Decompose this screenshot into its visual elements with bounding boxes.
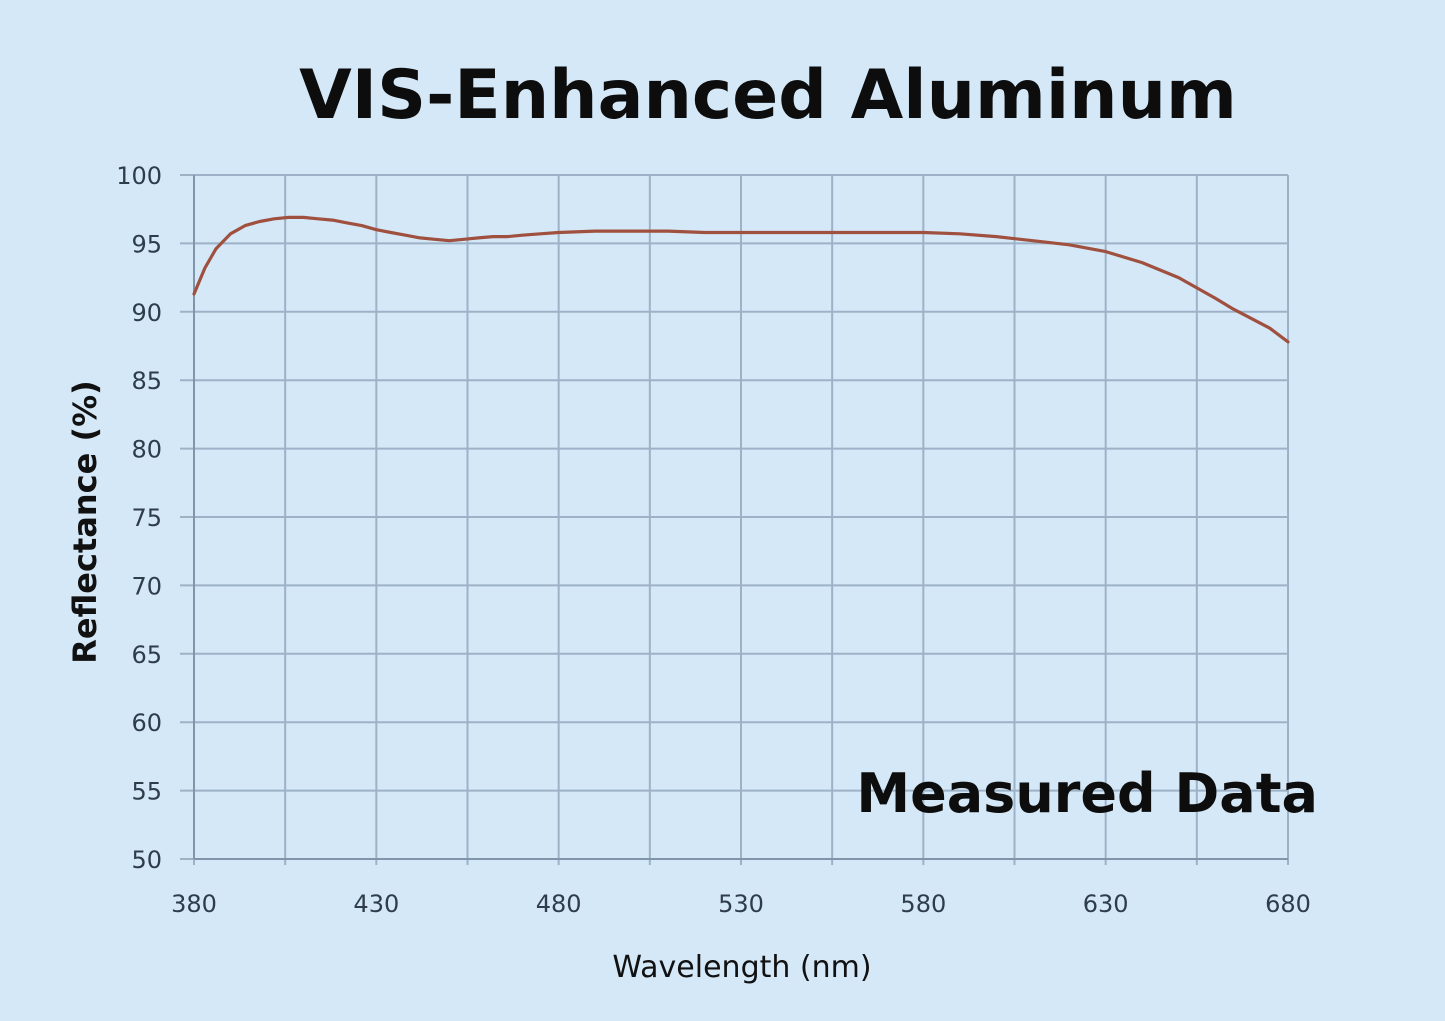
x-tick-label-580: 580 <box>900 890 946 918</box>
y-tick-label-85: 85 <box>131 367 162 395</box>
y-tick-label-90: 90 <box>131 299 162 327</box>
measured-data-annotation: Measured Data <box>856 762 1318 825</box>
x-tick-label-380: 380 <box>171 890 217 918</box>
y-tick-label-55: 55 <box>131 778 162 806</box>
y-tick-label-50: 50 <box>131 846 162 874</box>
y-tick-label-95: 95 <box>131 230 162 258</box>
x-tick-labels: 380 430 480 530 580 630 680 <box>171 890 1311 918</box>
y-tick-label-80: 80 <box>131 436 162 464</box>
y-tick-label-75: 75 <box>131 504 162 532</box>
y-tick-label-100: 100 <box>116 162 162 190</box>
chart-title: VIS-Enhanced Aluminum <box>299 56 1237 135</box>
series-line-0 <box>192 215 1290 344</box>
y-tick-labels: 50 55 60 65 70 75 80 85 90 95 100 <box>116 162 162 874</box>
series-group <box>192 215 1290 344</box>
x-tick-label-630: 630 <box>1083 890 1129 918</box>
x-tick-label-680: 680 <box>1265 890 1311 918</box>
x-axis-label: Wavelength (nm) <box>612 950 871 985</box>
y-tick-label-65: 65 <box>131 641 162 669</box>
x-tick-label-530: 530 <box>718 890 764 918</box>
x-tick-label-480: 480 <box>536 890 582 918</box>
y-tick-label-60: 60 <box>131 709 162 737</box>
y-axis-label: Reflectance (%) <box>66 380 104 664</box>
x-tick-label-430: 430 <box>353 890 399 918</box>
y-tick-label-70: 70 <box>131 572 162 600</box>
